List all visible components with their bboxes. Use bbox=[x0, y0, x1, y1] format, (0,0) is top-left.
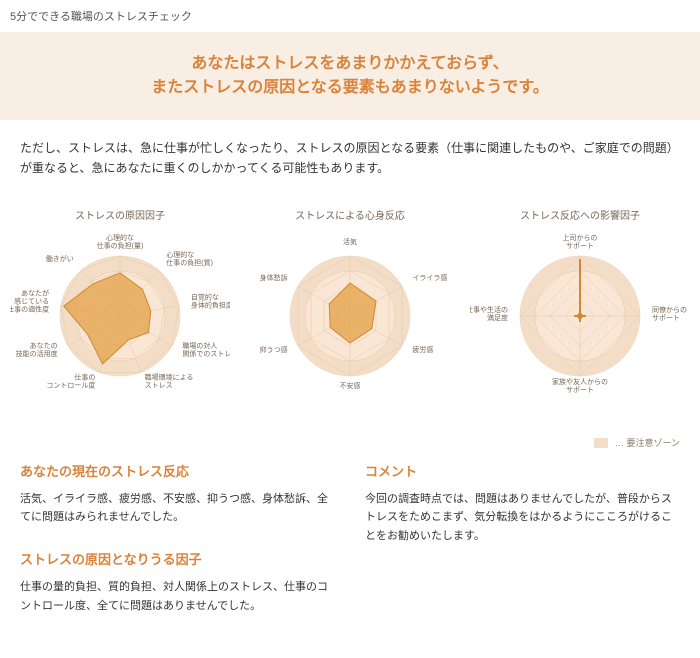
chart-title: ストレス反応への影響因子 bbox=[470, 207, 690, 222]
svg-text:仕事の適性度: 仕事の適性度 bbox=[10, 304, 49, 313]
svg-text:心理的な: 心理的な bbox=[166, 250, 194, 259]
chart-title: ストレスによる心身反応 bbox=[240, 207, 460, 222]
svg-text:疲労感: 疲労感 bbox=[412, 345, 433, 354]
svg-text:サポート: サポート bbox=[566, 386, 594, 394]
reaction-title: あなたの現在のストレス反応 bbox=[20, 461, 335, 480]
caution-note: ただし、ストレスは、急に仕事が忙しくなったり、ストレスの原因となる要素（仕事に関… bbox=[0, 120, 700, 197]
summary-line-1: あなたはストレスをあまりかかえておらず、 bbox=[30, 52, 670, 76]
svg-text:心理的な: 心理的な bbox=[106, 233, 134, 242]
svg-text:活気: 活気 bbox=[343, 237, 357, 246]
bottom-sections: あなたの現在のストレス反応 活気、イライラ感、疲労感、不安感、抑うつ感、身体愁訴… bbox=[0, 455, 700, 638]
svg-text:抑うつ感: 抑うつ感 bbox=[260, 345, 288, 354]
radar-chart-causes: ストレスの原因因子心理的な仕事の負担(量)心理的な仕事の負担(質)自覚的な身体的… bbox=[10, 207, 230, 431]
svg-text:感じている: 感じている bbox=[14, 296, 49, 305]
svg-text:あなたが: あなたが bbox=[21, 288, 49, 297]
svg-text:職場の対人: 職場の対人 bbox=[182, 341, 217, 350]
left-column: あなたの現在のストレス反応 活気、イライラ感、疲労感、不安感、抑うつ感、身体愁訴… bbox=[20, 461, 335, 638]
radar-chart-support: ストレス反応への影響因子上司からのサポート同僚からのサポート家族や友人からのサポ… bbox=[470, 207, 690, 431]
summary-line-2: またストレスの原因となる要素もあまりないようです。 bbox=[30, 76, 670, 100]
right-column: コメント 今回の調査時点では、問題はありませんでしたが、普段からストレスをためこ… bbox=[365, 461, 680, 638]
svg-text:技能の活用度: 技能の活用度 bbox=[16, 349, 58, 358]
svg-text:仕事の負担(量): 仕事の負担(量) bbox=[97, 241, 144, 250]
svg-text:働きがい: 働きがい bbox=[46, 254, 74, 263]
comment-title: コメント bbox=[365, 461, 680, 480]
svg-text:関係でのストレス: 関係でのストレス bbox=[182, 349, 230, 358]
svg-text:身体的負担度: 身体的負担度 bbox=[191, 300, 230, 309]
chart-legend: … 要注意ゾーン bbox=[0, 436, 700, 455]
svg-text:イライラ感: イライラ感 bbox=[412, 273, 447, 282]
svg-text:あなたの: あなたの bbox=[30, 342, 58, 350]
svg-text:上司からの: 上司からの bbox=[563, 233, 598, 242]
svg-text:仕事の負担(質): 仕事の負担(質) bbox=[166, 258, 213, 267]
svg-text:同僚からの: 同僚からの bbox=[652, 305, 687, 314]
causes-title: ストレスの原因となりうる因子 bbox=[20, 549, 335, 568]
reaction-body: 活気、イライラ感、疲労感、不安感、抑うつ感、身体愁訴、全てに問題はみられませんで… bbox=[20, 490, 335, 527]
svg-text:不安感: 不安感 bbox=[340, 381, 361, 390]
svg-text:仕事や生活の: 仕事や生活の bbox=[470, 305, 508, 314]
legend-swatch bbox=[594, 438, 608, 448]
legend-label: … 要注意ゾーン bbox=[615, 438, 680, 448]
svg-text:職場環境による: 職場環境による bbox=[145, 372, 194, 381]
svg-text:満足度: 満足度 bbox=[487, 313, 508, 322]
svg-text:サポート: サポート bbox=[652, 314, 680, 322]
svg-text:家族や友人からの: 家族や友人からの bbox=[552, 377, 608, 386]
svg-text:サポート: サポート bbox=[566, 242, 594, 250]
svg-text:仕事の: 仕事の bbox=[74, 372, 95, 381]
svg-text:自覚的な: 自覚的な bbox=[191, 292, 219, 301]
comment-body: 今回の調査時点では、問題はありませんでしたが、普段からストレスをためこまず、気分… bbox=[365, 490, 680, 546]
radar-chart-reactions: ストレスによる心身反応活気イライラ感疲労感不安感 抑うつ感 身体愁訴 bbox=[240, 207, 460, 431]
causes-body: 仕事の量的負担、質的負担、対人関係上のストレス、仕事のコントロール度、全てに問題… bbox=[20, 578, 335, 615]
summary-band: あなたはストレスをあまりかかえておらず、 またストレスの原因となる要素もあまりな… bbox=[0, 32, 700, 120]
radar-charts-row: ストレスの原因因子心理的な仕事の負担(量)心理的な仕事の負担(質)自覚的な身体的… bbox=[0, 197, 700, 436]
svg-text:身体愁訴: 身体愁訴 bbox=[260, 273, 288, 282]
page-title: 5分でできる職場のストレスチェック bbox=[0, 0, 700, 32]
svg-text:ストレス: ストレス bbox=[145, 381, 173, 389]
chart-title: ストレスの原因因子 bbox=[10, 207, 230, 222]
stress-check-page: 5分でできる職場のストレスチェック あなたはストレスをあまりかかえておらず、 ま… bbox=[0, 0, 700, 658]
svg-text:コントロール度: コントロール度 bbox=[46, 380, 95, 389]
